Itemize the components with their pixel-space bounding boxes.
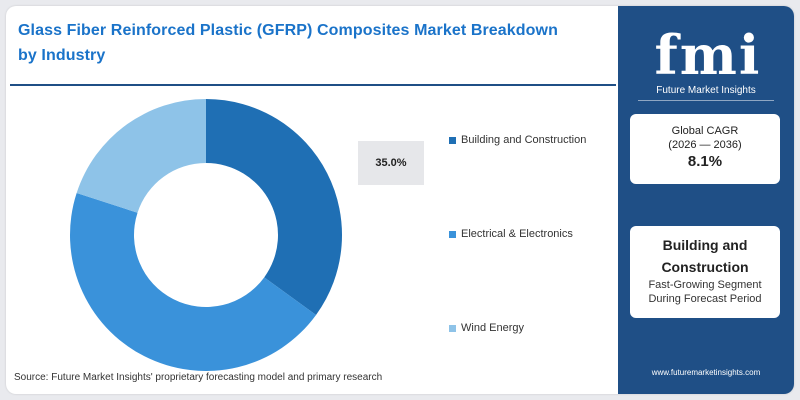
segment-desc-line-2: During Forecast Period [648,293,762,305]
callout-label: 35.0% [375,157,407,169]
legend-label: Building and Construction [461,134,587,146]
donut-slice-building-and-construction [206,99,342,315]
callout-box: 35.0% [358,141,424,185]
legend-swatch [449,230,456,238]
sidebar-panel: fmi Future Market Insights Global CAGR (… [618,6,794,394]
segment-title-line-1: Building and [662,237,748,253]
donut-slice-wind-energy [76,99,206,213]
title-line-1: Glass Fiber Reinforced Plastic (GFRP) Co… [18,22,558,39]
logo-divider [638,100,774,101]
legend-swatch [449,136,456,144]
cagr-box: Global CAGR (2026 — 2036) 8.1% [630,114,780,184]
title-divider [10,84,616,86]
legend-item-wind-energy: Wind Energy [449,322,524,334]
logo-subtitle: Future Market Insights [656,85,756,96]
segment-description: Fast-Growing Segment During Forecast Per… [630,278,780,306]
cagr-value: 8.1% [687,153,723,170]
segment-title-line-2: Construction [661,259,749,275]
cagr-period: (2026 — 2036) [668,139,742,151]
legend-label: Electrical & Electronics [461,228,573,240]
chart-title: Glass Fiber Reinforced Plastic (GFRP) Co… [18,18,608,68]
segment-title: Building and Construction [630,234,780,278]
donut-slice-electrical-electronics [70,192,317,371]
fmi-logo: fmi [654,23,762,87]
segment-desc-line-1: Fast-Growing Segment [648,279,762,291]
infographic-card: Glass Fiber Reinforced Plastic (GFRP) Co… [6,6,794,394]
legend-item-building-and-construction: Building and Construction [449,134,586,146]
cagr-label: Global CAGR [671,125,739,137]
website-url[interactable]: www.futuremarketinsights.com [651,368,761,377]
legend-item-electrical-electronics: Electrical & Electronics [449,228,573,240]
legend-swatch [449,324,456,332]
donut-chart [70,99,342,371]
segment-box: Building and Construction Fast-Growing S… [630,226,780,318]
title-line-2: by Industry [18,47,106,64]
legend-label: Wind Energy [461,322,524,334]
source-note: Source: Future Market Insights' propriet… [14,372,383,383]
